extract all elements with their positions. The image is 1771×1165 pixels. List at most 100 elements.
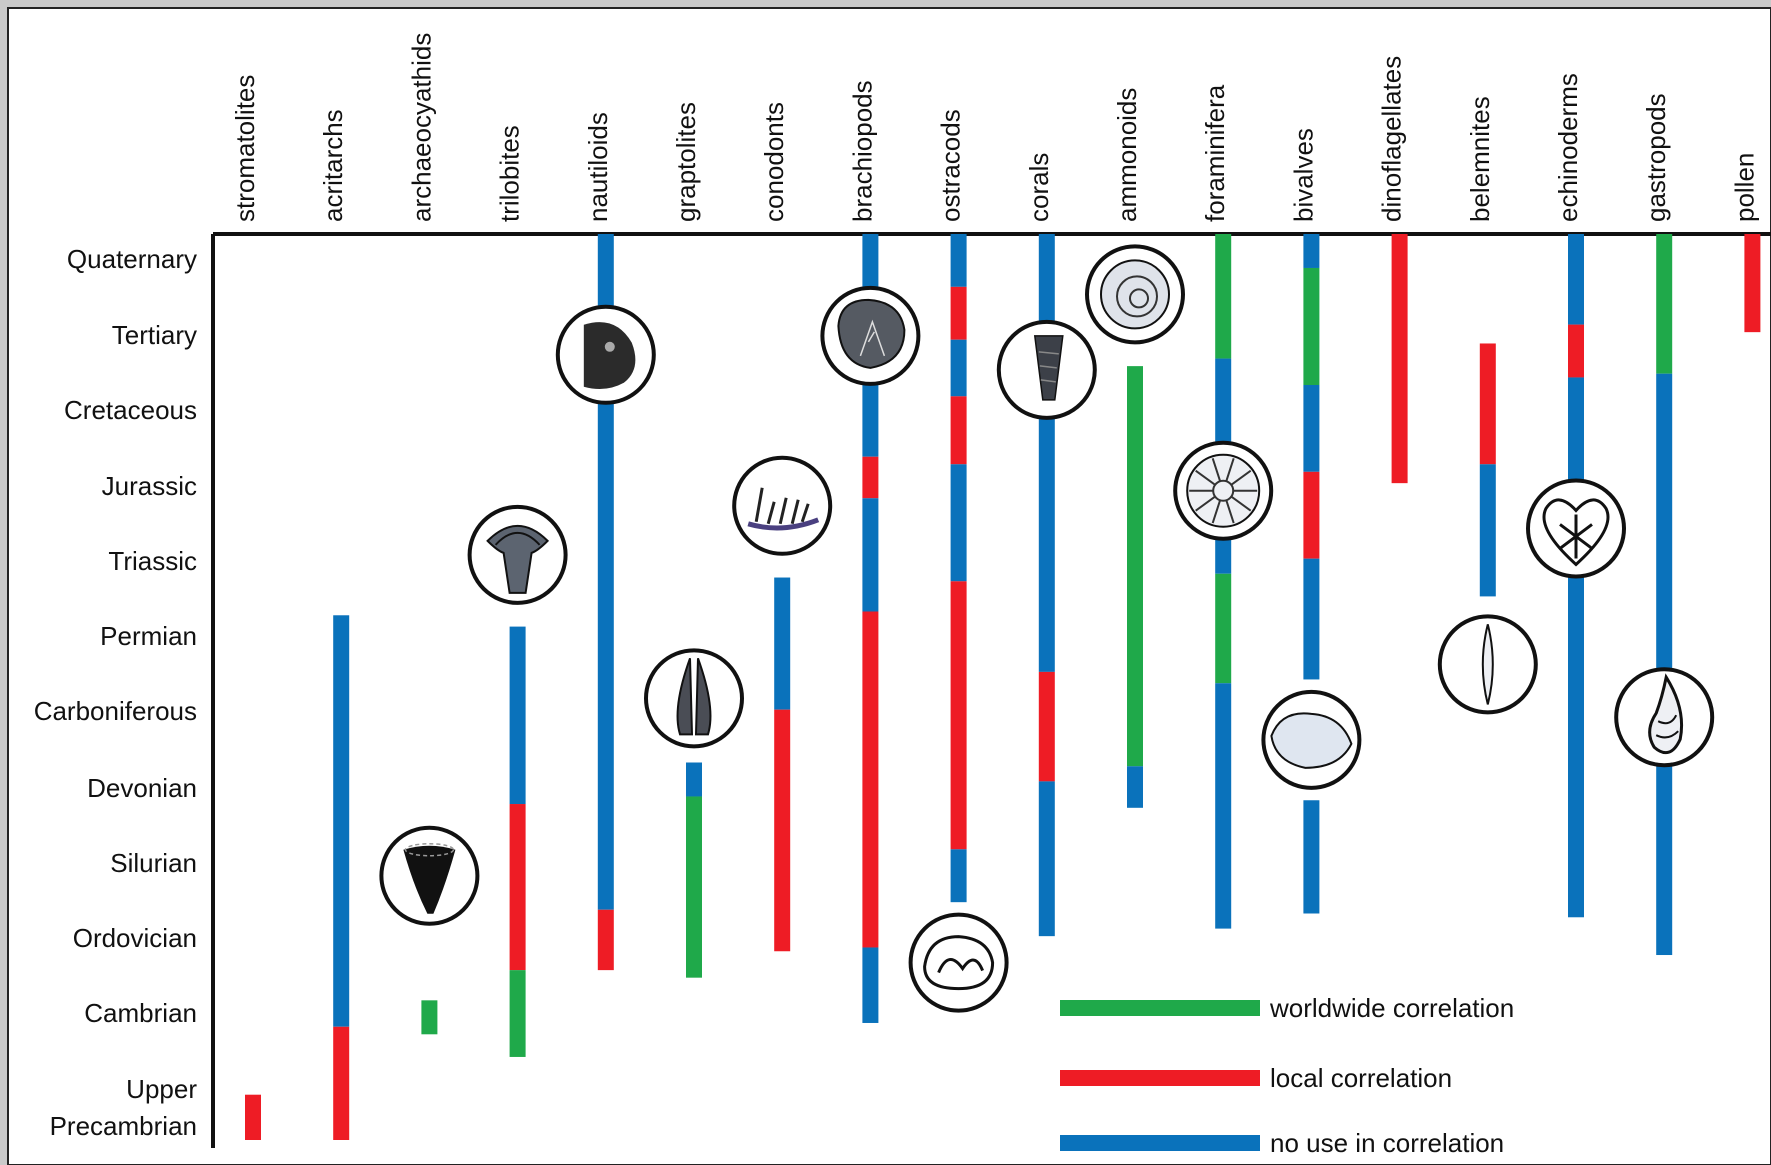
range-bar-local (774, 709, 791, 952)
period-label: Cambrian (84, 998, 197, 1028)
range-bar-local (1038, 671, 1055, 782)
range-bar-worldwide (421, 1000, 438, 1035)
range-bar-none (1568, 234, 1584, 325)
range-bar-worldwide (1656, 234, 1673, 374)
range-bar-worldwide (509, 970, 526, 1057)
range-bar-local (950, 581, 967, 850)
group-label: belemnites (1465, 96, 1495, 222)
legend-swatch-worldwide (1060, 1000, 1260, 1016)
range-bar-local (245, 1094, 261, 1140)
group-label: conodonts (759, 102, 789, 222)
range-bar-none (950, 849, 967, 903)
range-bar-local (862, 611, 879, 948)
period-label: Ordovician (73, 923, 197, 953)
range-bar-none (950, 464, 967, 582)
range-bar-local (509, 804, 526, 971)
period-label: Carboniferous (34, 696, 197, 726)
range-bar-none (1303, 800, 1320, 914)
trilobite-icon (467, 504, 568, 605)
period-label: Jurassic (102, 471, 197, 501)
range-bar-none (1479, 464, 1496, 597)
range-bar-local (1568, 324, 1584, 378)
group-label: ostracods (936, 109, 966, 222)
period-labels: Quaternary Tertiary Cretaceous Jurassic Tria… (34, 244, 198, 1141)
range-bar-worldwide (1215, 234, 1232, 359)
range-bar-none (1303, 385, 1320, 472)
belemnite-icon (1437, 614, 1538, 715)
group-label: stromatolites (230, 75, 260, 222)
range-bar-none (1038, 234, 1055, 672)
legend-swatch-local (1060, 1070, 1260, 1086)
group-label: pollen (1729, 153, 1759, 222)
range-bar-none (1303, 234, 1320, 268)
range-bar-local (333, 1026, 350, 1140)
range-bar-none (950, 339, 967, 397)
legend-label: no use in correlation (1270, 1128, 1504, 1158)
group-label: echinoderms (1553, 73, 1583, 222)
echinoderm-icon (1526, 478, 1626, 579)
range-bar-none (1568, 377, 1584, 918)
period-label: Devonian (87, 773, 197, 803)
range-bar-local (1744, 234, 1761, 333)
group-label: corals (1024, 153, 1054, 222)
ostracod-icon (908, 912, 1009, 1013)
range-bar-local (597, 909, 614, 971)
group-label: dinoflagellates (1377, 56, 1407, 222)
period-label: Permian (100, 621, 197, 651)
range-bar-local (1303, 471, 1320, 559)
range-bar-none (333, 615, 350, 1027)
group-label: acritarchs (318, 109, 348, 222)
bivalve-icon (1261, 689, 1362, 790)
archaeocyathid-icon (379, 825, 480, 926)
nautiloid-icon (555, 304, 656, 405)
range-bar-local (862, 456, 879, 499)
group-label: brachiopods (847, 80, 877, 222)
graptolite-icon (644, 648, 744, 749)
period-label: Silurian (110, 848, 197, 878)
range-bar-worldwide (686, 796, 702, 978)
group-label: trilobites (495, 125, 525, 222)
range-bar-none (1656, 373, 1673, 956)
legend-swatch-none (1060, 1135, 1260, 1151)
range-bar-none (862, 947, 879, 1023)
range-bar-local (950, 396, 967, 465)
group-label: archaeocyathids (406, 33, 436, 222)
coral-icon (996, 319, 1097, 420)
group-label: nautiloids (583, 112, 613, 222)
group-label: graptolites (671, 102, 701, 222)
range-bar-local (1391, 234, 1408, 484)
group-label: bivalves (1288, 128, 1318, 222)
legend: worldwide correlation local correlation no… (1060, 993, 1514, 1158)
range-bar-none (1038, 781, 1055, 937)
legend-label: local correlation (1270, 1063, 1452, 1093)
period-label: Upper Precambrian (50, 1074, 198, 1141)
period-label: Triassic (108, 546, 197, 576)
fossil-icons (379, 244, 1715, 1013)
range-bar-none (1127, 766, 1143, 808)
chart-background (7, 7, 1771, 1165)
foraminifera-icon (1173, 440, 1274, 541)
gastropod-icon (1614, 667, 1715, 768)
range-bar-local (950, 286, 967, 340)
range-bar-worldwide (1303, 267, 1320, 385)
range-bar-none (686, 762, 702, 797)
range-bar-none (774, 577, 791, 710)
range-bar-none (950, 234, 967, 287)
group-label: gastropods (1641, 93, 1671, 222)
range-bar-worldwide (1215, 573, 1232, 684)
ammonoid-icon (1085, 244, 1185, 345)
period-label: Tertiary (112, 320, 197, 350)
range-bar-none (862, 498, 879, 612)
range-bar-worldwide (1127, 366, 1143, 767)
brachiopod-icon (820, 285, 921, 386)
range-bar-none (509, 626, 526, 805)
group-label: foraminifera (1200, 84, 1230, 222)
range-bar-local (1479, 343, 1496, 465)
legend-label: worldwide correlation (1269, 993, 1514, 1023)
range-bar-none (1215, 683, 1232, 929)
range-bar-none (1303, 558, 1320, 680)
period-label: Quaternary (67, 244, 197, 274)
group-labels: stromatolites acritarchs archaeocyathids tr… (230, 33, 1759, 222)
